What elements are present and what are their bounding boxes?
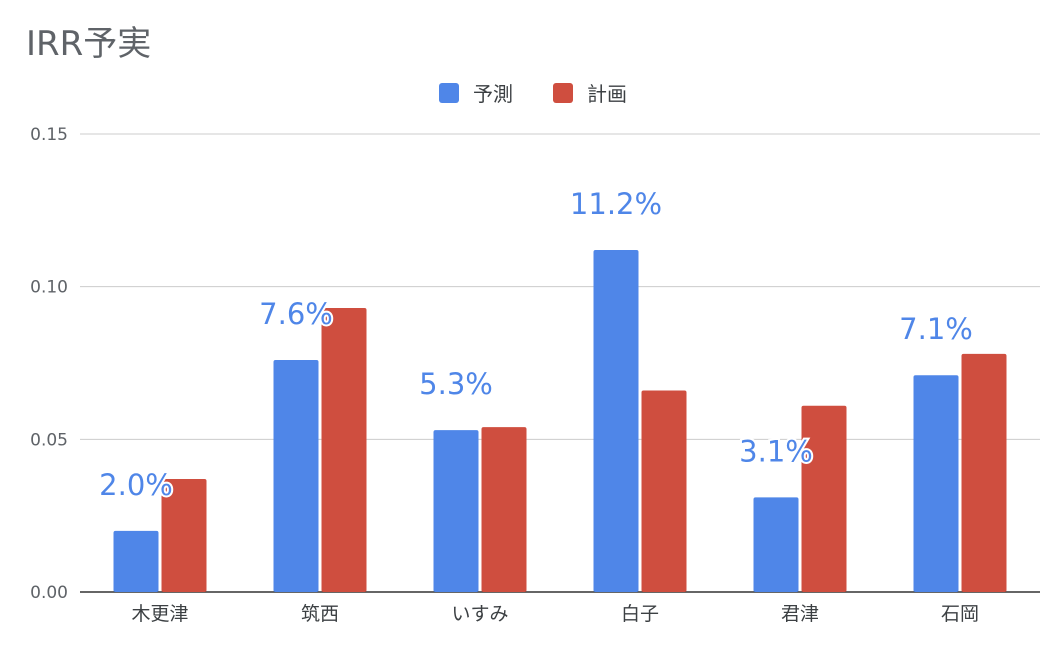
- data-label: 3.1%: [739, 434, 813, 468]
- bar-plan: [481, 427, 527, 592]
- x-category-label: 筑西: [301, 603, 339, 625]
- bar-plan: [161, 479, 207, 592]
- x-category-label: 白子: [621, 603, 659, 625]
- bar-plan: [801, 405, 847, 592]
- y-tick-label: 0.15: [30, 125, 68, 145]
- chart-title: IRR予実: [26, 24, 152, 64]
- y-tick-label: 0.10: [30, 278, 68, 298]
- bar-forecast: [593, 250, 639, 592]
- legend: 予測 計画: [0, 78, 1058, 107]
- x-category-label: 君津: [781, 603, 819, 625]
- legend-item-plan[interactable]: 計画: [553, 78, 627, 107]
- bar-forecast: [753, 497, 799, 592]
- data-label: 2.0%: [99, 468, 173, 502]
- bar-forecast: [113, 530, 159, 592]
- bar-forecast: [913, 375, 959, 592]
- data-label: 5.3%: [419, 367, 493, 401]
- legend-swatch-forecast: [439, 82, 459, 103]
- x-category-label: 木更津: [131, 603, 188, 625]
- bar-plan: [641, 390, 687, 592]
- x-category-label: 石岡: [941, 603, 979, 625]
- data-label: 7.6%: [259, 297, 333, 331]
- bar-plan: [321, 308, 367, 592]
- y-tick-label: 0.00: [30, 583, 68, 603]
- legend-label-plan: 計画: [587, 82, 627, 106]
- data-label: 7.1%: [899, 312, 973, 346]
- x-category-label: いすみ: [451, 603, 508, 625]
- bar-plan: [961, 353, 1007, 592]
- y-tick-label: 0.05: [30, 430, 68, 450]
- bar-forecast: [433, 430, 479, 592]
- legend-label-forecast: 予測: [473, 82, 513, 106]
- bar-forecast: [273, 359, 319, 592]
- data-label: 11.2%: [570, 187, 662, 221]
- legend-swatch-plan: [553, 82, 573, 103]
- legend-item-forecast[interactable]: 予測: [439, 78, 513, 107]
